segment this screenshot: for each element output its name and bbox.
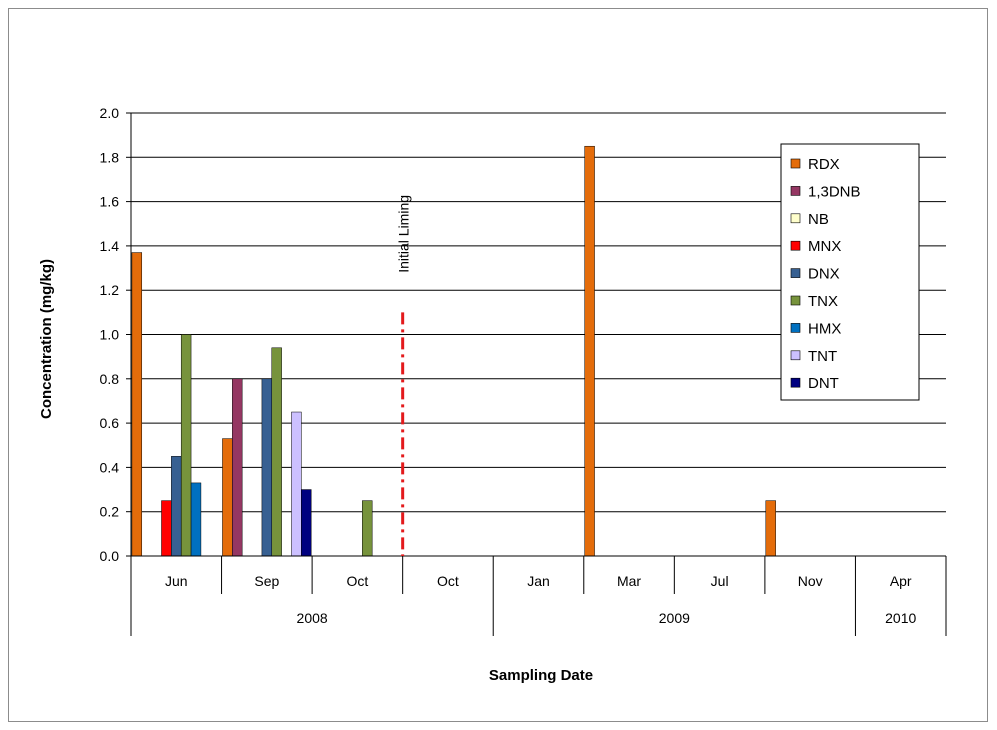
legend-label: NB — [808, 211, 829, 228]
y-tick-label: 0.6 — [100, 415, 120, 431]
y-tick-label: 0.8 — [100, 371, 120, 387]
legend-label: RDX — [808, 156, 840, 173]
axes: 0.0 0.2 0.4 0.6 0.8 1.0 1.2 1.4 1.6 1.8 2.0 Jun Sep O… — [100, 105, 947, 636]
legend-label: TNT — [808, 348, 837, 365]
legend: RDX 1,3DNB NB MNX DNX TNX HMX TNT DNT — [780, 143, 920, 401]
x-category-label: Jan — [527, 573, 550, 589]
y-tick-label: 2.0 — [100, 105, 120, 121]
bar-rdx-jun — [131, 252, 143, 557]
legend-swatch — [790, 240, 801, 251]
bar-tnx-jun — [180, 334, 192, 557]
annotations: Initial Liming — [396, 195, 412, 556]
x-category-label: Oct — [346, 573, 368, 589]
y-tick-label: 1.8 — [100, 149, 120, 165]
bar-tnt-sep — [291, 411, 302, 557]
legend-label: TNX — [808, 293, 838, 310]
initial-liming-label: Initial Liming — [396, 195, 412, 273]
legend-label: 1,3DNB — [808, 183, 861, 200]
bar-dnx-sep — [261, 378, 273, 557]
bar-dnx-jun — [171, 456, 182, 557]
x-category-label: Nov — [798, 573, 823, 589]
y-tick-label: 1.0 — [100, 327, 120, 343]
x-category-label: Jul — [711, 573, 729, 589]
legend-box — [780, 143, 920, 401]
legend-swatch — [790, 213, 801, 224]
bar-tnx-oct — [362, 500, 373, 557]
bar-mnx-jun — [161, 500, 172, 557]
bar-rdx-nov — [765, 500, 776, 557]
y-axis-title: Concentration (mg/kg) — [38, 259, 55, 419]
bar-rdx-mar — [584, 145, 595, 557]
bar-rdx-sep — [222, 438, 233, 557]
y-tick-label: 1.6 — [100, 194, 120, 210]
legend-swatch — [790, 323, 801, 333]
legend-label: DNX — [808, 266, 840, 283]
legend-label: HMX — [808, 320, 841, 337]
chart-frame: 0.0 0.2 0.4 0.6 0.8 1.0 1.2 1.4 1.6 1.8 2.0 Jun Sep O… — [8, 8, 988, 722]
legend-swatch — [790, 295, 801, 306]
bar-dnt-sep — [301, 489, 312, 557]
x-category-label: Apr — [890, 573, 912, 589]
y-tick-label: 0.2 — [100, 504, 120, 520]
x-year-label: 2010 — [885, 610, 916, 626]
concentration-bar-chart: 0.0 0.2 0.4 0.6 0.8 1.0 1.2 1.4 1.6 1.8 2.0 Jun Sep O… — [38, 105, 947, 684]
y-tick-label: 0.4 — [100, 459, 120, 475]
x-category-label: Oct — [437, 573, 459, 589]
bar-13dnb-sep — [232, 378, 243, 557]
x-category-label: Sep — [254, 573, 279, 589]
x-category-label: Mar — [617, 573, 641, 589]
y-tick-label: 1.4 — [100, 238, 120, 254]
legend-swatch — [790, 377, 801, 388]
bar-tnx-sep — [271, 347, 282, 557]
y-tick-label: 1.2 — [100, 282, 120, 298]
legend-swatch — [790, 158, 801, 169]
x-year-label: 2008 — [297, 610, 328, 626]
legend-swatch — [790, 186, 801, 196]
bar-hmx-jun — [190, 482, 202, 557]
legend-label: DNT — [808, 375, 839, 392]
legend-swatch — [790, 350, 801, 361]
x-year-label: 2009 — [659, 610, 690, 626]
bars — [131, 145, 776, 557]
x-axis-title: Sampling Date — [489, 667, 593, 684]
y-tick-label: 0.0 — [100, 548, 120, 564]
legend-swatch — [790, 268, 801, 278]
x-category-label: Jun — [165, 573, 188, 589]
legend-label: MNX — [808, 238, 841, 255]
